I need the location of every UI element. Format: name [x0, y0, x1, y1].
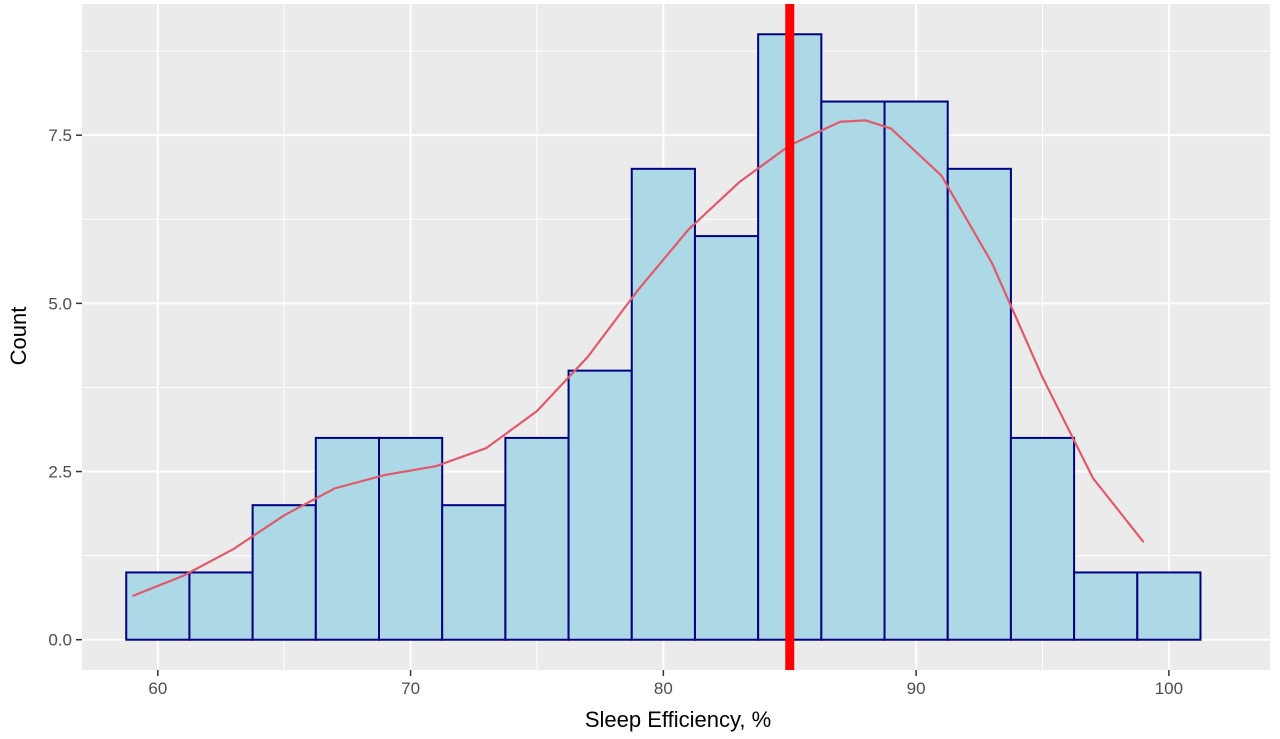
histogram-bar	[378, 436, 444, 641]
histogram-bar	[251, 504, 317, 641]
y-tick-label: 0.0	[48, 631, 72, 650]
histogram-bar	[314, 436, 380, 641]
y-axis-ticks: 0.0 2.5 5.0 7.5	[48, 126, 82, 650]
histogram-bar	[1136, 571, 1202, 641]
x-tick-label: 80	[654, 679, 673, 698]
histogram-bar	[125, 571, 191, 641]
histogram-bars	[125, 33, 1202, 641]
histogram-bar	[1073, 571, 1139, 641]
histogram-bar	[820, 100, 886, 641]
histogram-bar	[946, 167, 1012, 641]
x-tick-label: 60	[148, 679, 167, 698]
y-tick-label: 5.0	[48, 294, 72, 313]
x-tick-label: 70	[401, 679, 420, 698]
histogram-bar	[567, 369, 633, 641]
y-tick-label: 7.5	[48, 126, 72, 145]
x-tick-label: 100	[1155, 679, 1183, 698]
histogram-bar	[630, 167, 696, 641]
x-axis-ticks: 60 70 80 90 100	[148, 670, 1183, 698]
histogram-bar	[504, 436, 570, 641]
histogram-bar	[883, 100, 949, 641]
y-tick-label: 2.5	[48, 463, 72, 482]
histogram-bar	[693, 235, 760, 641]
histogram-bar	[441, 504, 507, 641]
x-axis-title: Sleep Efficiency, %	[585, 707, 771, 732]
histogram-bar	[188, 571, 254, 641]
histogram-bar	[1009, 436, 1076, 641]
x-tick-label: 90	[907, 679, 926, 698]
density-curve	[132, 119, 1145, 598]
y-axis-title: Count	[6, 307, 31, 366]
